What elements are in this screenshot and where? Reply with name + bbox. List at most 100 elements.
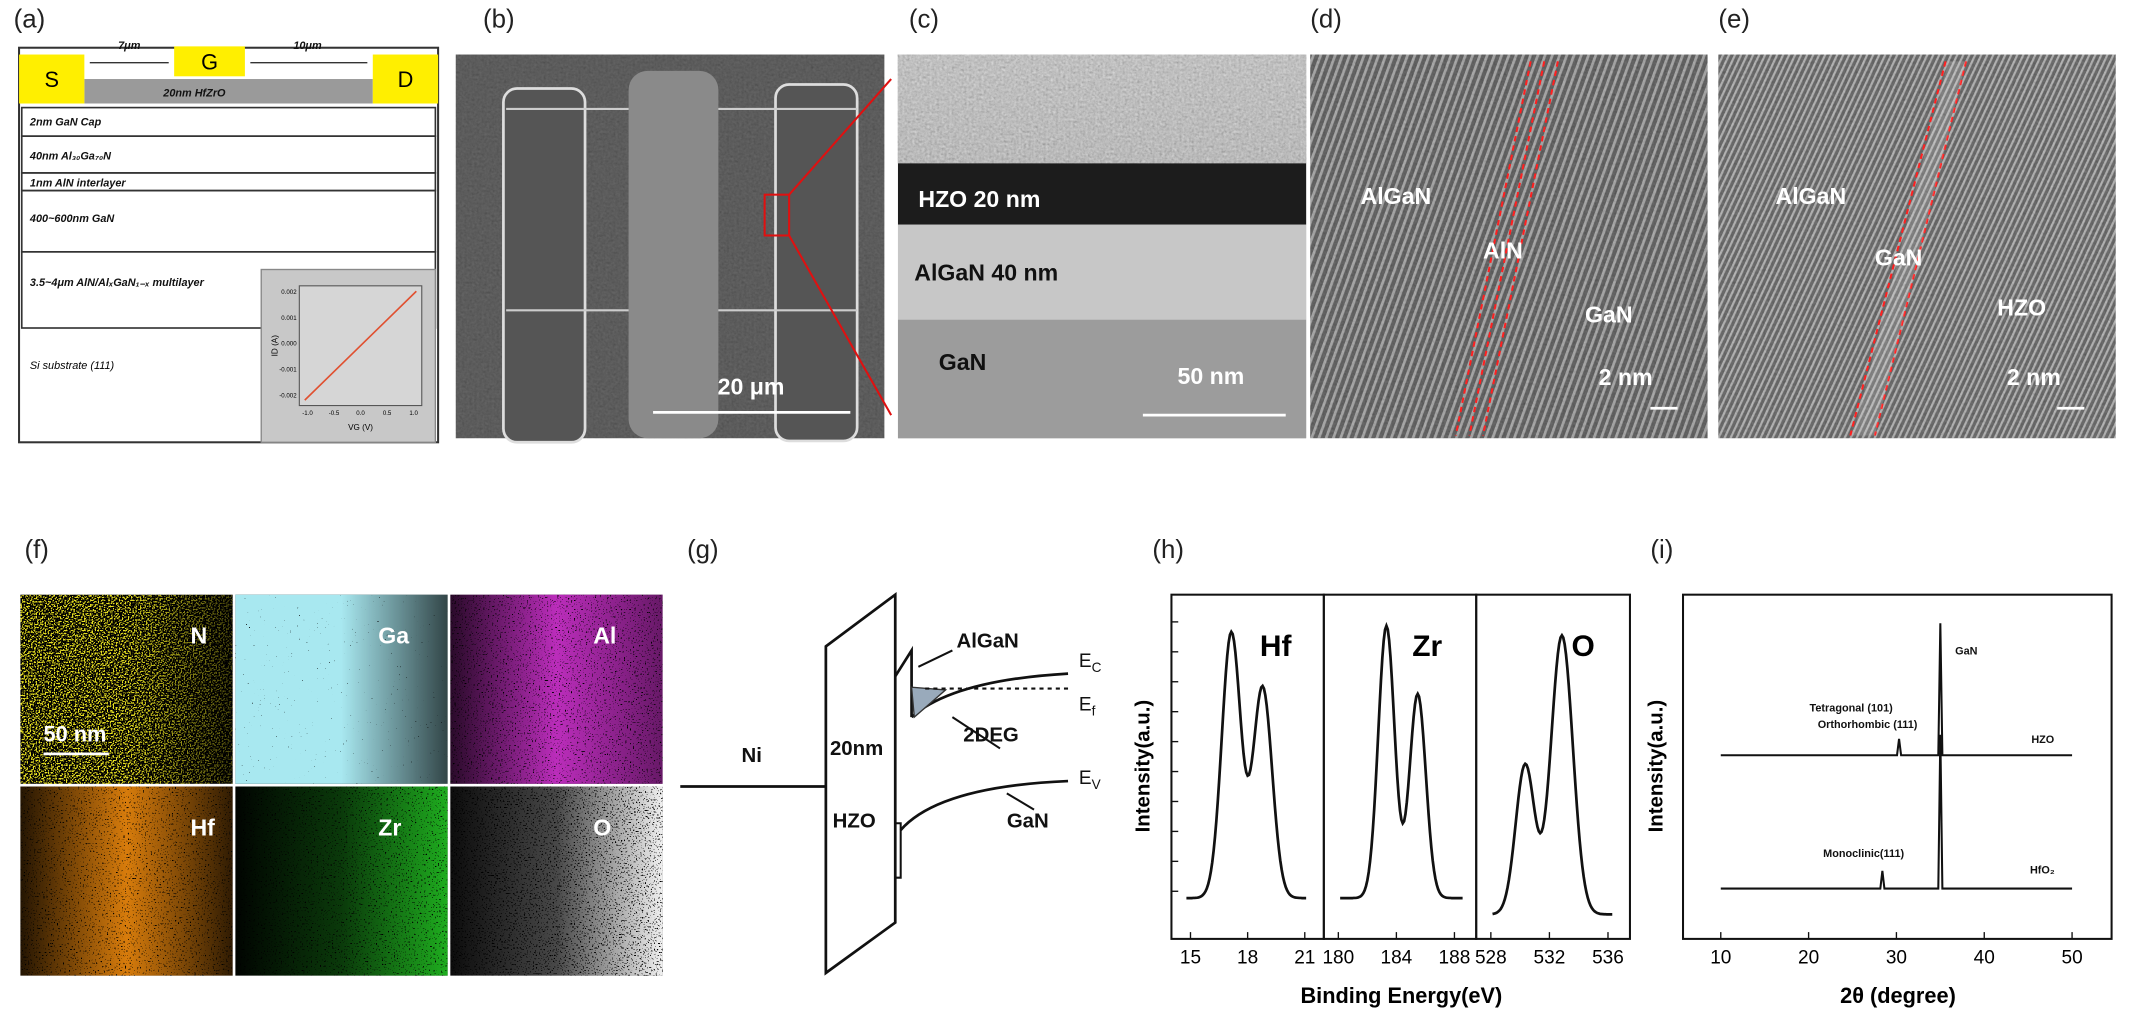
hrtem-image: AlGaN AlN GaN 2 nm [1310, 54, 1708, 439]
axes-frame [1681, 593, 2113, 940]
region-label: GaN [1585, 302, 1633, 328]
layer-label: 3.5~4μm AlN/AlₓGaN₁₋ₓ multilayer [30, 277, 205, 289]
x-tick-label: 30 [1886, 947, 1907, 968]
map-dots [235, 594, 448, 784]
annotation: HZO [2031, 734, 2054, 746]
layer-label: HZO 20 nm [918, 186, 1040, 212]
dielectric [84, 79, 373, 104]
x-tick-label: 40 [1974, 947, 1995, 968]
annotation: Monoclinic(111) [1823, 848, 1904, 860]
layer-label: 2nm GaN Cap [29, 116, 102, 128]
panel-label: (f) [24, 536, 48, 564]
inset-tick-label: 1.0 [409, 410, 418, 417]
inset-tick-label: 0.001 [281, 315, 297, 322]
valence-step [895, 822, 902, 879]
drain [372, 54, 439, 104]
source [19, 54, 85, 104]
band-edge-label: EC [1079, 651, 1102, 675]
gate-pad [628, 70, 719, 439]
hrtem-image: AlGaN GaN HZO 2 nm [1718, 54, 2116, 439]
annotation: HfO₂ [2030, 865, 2055, 877]
band-edge-label: EV [1079, 768, 1101, 792]
inset-tick-label: -0.002 [279, 392, 297, 399]
annotation: Orthorhombic (111) [1818, 719, 1918, 731]
inset-ylabel: ID (A) [271, 335, 280, 357]
region-label: AlGaN [1776, 183, 1847, 209]
axes-frame [1475, 593, 1631, 940]
band-label: 2DEG [963, 725, 1019, 747]
x-tick-label: 180 [1322, 947, 1354, 968]
layer-label: Si substrate (111) [30, 360, 114, 372]
spectrum [1340, 621, 1463, 900]
region-label: GaN [1875, 244, 1923, 270]
2deg-well [910, 686, 948, 719]
valence-band [899, 779, 1069, 831]
x-tick-label: 188 [1439, 947, 1471, 968]
band-label: HZO [833, 810, 876, 832]
element-label: Hf [190, 814, 215, 840]
panel-label: (c) [909, 5, 939, 33]
xps-plot: 15 18 21 Hf 180 184 188 Zr 528 532 536 O [1170, 593, 1631, 968]
panel-label: (h) [1152, 536, 1184, 564]
symbol: E [1079, 694, 1092, 715]
subplot-title: Hf [1260, 630, 1293, 663]
x-axis-label: 2θ (degree) [1840, 983, 1956, 1008]
gap-label: 10μm [293, 40, 322, 52]
panel-label: (g) [687, 536, 719, 564]
x-tick-label: 532 [1534, 947, 1566, 968]
scale-label: 20 μm [718, 374, 785, 400]
panel-label: (a) [14, 5, 46, 33]
interface [1454, 61, 1559, 436]
x-axis-label: Binding Energy(eV) [1300, 983, 1502, 1008]
inset-line [304, 290, 417, 401]
band-label: Ni [742, 745, 762, 767]
dots [450, 786, 663, 976]
band-diagram [680, 591, 1069, 976]
inset-tick-label: 0.5 [383, 410, 392, 417]
zoom-line [788, 78, 892, 196]
inset-tick-label: 0.000 [281, 341, 297, 348]
gate [174, 46, 245, 77]
band-label: 20nm [830, 738, 883, 760]
element-label: O [593, 814, 611, 840]
hzo-layer [897, 163, 1307, 225]
amorphous [897, 54, 1307, 164]
axes-frame [1170, 593, 1325, 940]
spectrum [1492, 632, 1613, 916]
element-label: Ga [378, 623, 409, 649]
scale-label: 50 nm [1178, 363, 1245, 389]
inset-tick-label: -0.5 [329, 410, 340, 417]
subscript: V [1092, 777, 1101, 792]
gap-label: 7μm [118, 40, 141, 52]
subplot-title: Zr [1412, 630, 1442, 663]
layer-label: 400~600nm GaN [29, 213, 115, 225]
barrier-band [894, 645, 913, 718]
interface [1849, 61, 1968, 436]
eds-maps: N Ga Al Hf Zr O 50 nm [20, 594, 663, 976]
subscript: C [1092, 660, 1102, 675]
y-axis-label: Intensity(a.u.) [1133, 700, 1155, 833]
x-tick-label: 184 [1381, 947, 1413, 968]
map-dots [20, 786, 233, 976]
x-tick-label: 15 [1180, 947, 1201, 968]
annotation: GaN [1955, 646, 1978, 658]
subscript: f [1092, 704, 1096, 719]
panel-label: (e) [1718, 5, 1750, 33]
source-pad [502, 87, 587, 444]
inset-tick-label: 0.002 [281, 289, 297, 296]
dots [235, 786, 448, 976]
zoom-line [788, 234, 893, 416]
inset-tick-label: -0.001 [279, 367, 297, 374]
layer-label: 1nm AlN interlayer [30, 178, 126, 190]
gate-label: G [201, 49, 218, 74]
region-label: AlN [1483, 238, 1523, 264]
layer-label: AlGaN 40 nm [914, 259, 1058, 285]
element-label: Zr [378, 814, 401, 840]
dielectric-label: 20nm HfZrO [162, 88, 226, 100]
dots [20, 786, 233, 976]
element-label: Al [593, 623, 616, 649]
scale-label: 50 nm [44, 722, 107, 747]
drain-label: D [398, 67, 414, 92]
pattern [1720, 734, 2073, 890]
